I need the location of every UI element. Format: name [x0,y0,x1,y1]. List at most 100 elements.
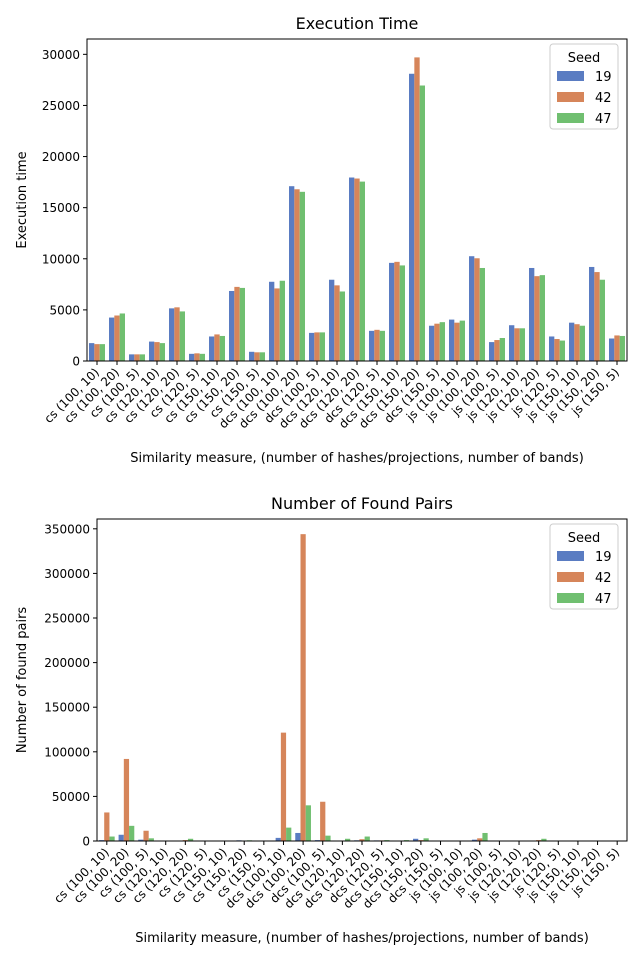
bar-47-22 [541,838,547,841]
y-ticks: 0 5000 10000 15000 20000 25000 30000 [42,48,87,369]
bar-19-26 [609,338,615,361]
bar-47-1 [129,825,135,841]
bar-42-2 [134,354,140,361]
bar-47-9 [279,280,285,361]
y-tick-label: 350000 [44,522,90,536]
bar-19-19 [469,256,475,361]
legend-swatch-19 [557,551,584,561]
bar-42-6 [214,334,220,361]
bar-42-16 [414,57,420,362]
y-tick-label: 100000 [44,745,90,759]
bar-42-24 [574,324,580,361]
bar-47-26 [619,335,625,361]
execution-time-chart: Execution Time Execution time Similarity… [15,14,628,466]
bar-42-21 [514,328,520,361]
legend-title: Seed [568,531,601,546]
x-ticks: cs (100, 10)cs (100, 20)cs (100, 5)cs (1… [41,361,622,431]
y-tick-label: 50000 [52,790,90,804]
bar-47-19 [482,832,488,841]
bar-19-23 [549,336,555,361]
bar-47-0 [99,344,105,361]
legend-box [549,43,619,130]
legend-swatch-42 [557,92,584,102]
bar-47-17 [439,322,445,361]
chart-title: Execution Time [296,14,419,33]
legend-label-47: 47 [595,592,612,607]
bar-42-18 [454,322,460,361]
plot-frame [96,518,628,842]
bar-19-10 [289,186,295,361]
bar-47-7 [239,287,245,361]
y-tick-label: 20000 [42,150,80,164]
bar-42-1 [123,758,130,841]
bar-47-16 [419,85,425,361]
bar-19-13 [349,177,355,361]
bar-47-2 [148,838,154,841]
y-tick-label: 15000 [42,201,80,215]
bar-47-8 [259,352,265,361]
bar-47-12 [344,838,351,841]
bar-47-18 [459,320,465,361]
bar-19-5 [189,353,195,361]
bar-47-0 [109,836,115,841]
bar-47-11 [325,835,331,841]
bar-42-9 [280,732,287,841]
bar-42-14 [374,329,380,361]
bar-42-19 [474,258,480,361]
legend-label-47: 47 [595,112,612,127]
x-axis-label: Similarity measure, (number of hashes/pr… [135,931,589,946]
bar-42-22 [534,276,540,361]
bar-19-2 [138,839,144,841]
y-ticks: 0 50000 100000 150000 200000 250000 300000 3500… [44,522,97,849]
bar-19-16 [413,838,419,841]
bar-47-11 [319,332,325,361]
bar-47-4 [187,838,194,841]
bar-47-19 [479,267,485,361]
bar-47-23 [559,340,565,361]
bar-42-10 [300,534,306,841]
bar-47-10 [299,191,305,361]
bar-42-2 [143,830,149,841]
bar-19-4 [169,308,175,361]
legend-label-19: 19 [595,550,612,565]
bar-47-6 [219,335,225,361]
bar-47-13 [364,836,370,841]
bar-42-7 [234,286,240,361]
bar-42-12 [334,285,340,361]
bar-42-15 [394,261,400,361]
bar-47-4 [179,311,185,361]
bars [98,534,626,841]
bar-42-4 [174,307,180,361]
bar-19-6 [209,336,215,361]
bar-42-13 [359,839,365,841]
bar-42-13 [354,178,360,361]
bar-42-17 [434,323,440,361]
legend-label-42: 42 [595,91,612,106]
bar-19-8 [249,351,255,361]
bar-19-21 [509,325,515,361]
bar-42-9 [274,288,280,361]
chart-title: Number of Found Pairs [271,494,453,513]
y-tick-label: 200000 [44,656,90,670]
bar-42-8 [254,352,260,361]
y-tick-label: 10000 [42,252,80,266]
bar-47-25 [599,279,605,361]
bar-47-24 [579,325,585,361]
bar-47-21 [519,328,525,361]
bar-47-20 [499,338,505,361]
bar-42-0 [94,344,100,361]
bar-42-10 [294,189,300,361]
plot-frame [86,38,628,362]
y-tick-label: 300000 [44,567,90,581]
bar-19-20 [489,342,495,361]
x-ticks: cs (100, 10)cs (100, 20)cs (100, 5)cs (1… [51,841,622,911]
x-axis-label: Similarity measure, (number of hashes/pr… [130,451,584,466]
bar-47-13 [359,181,365,361]
bar-19-1 [118,834,124,841]
bar-47-10 [305,805,311,841]
legend-swatch-19 [557,71,584,81]
bar-19-22 [529,267,535,361]
bar-42-19 [477,838,483,841]
bar-47-16 [423,838,429,841]
bar-19-12 [329,279,335,361]
